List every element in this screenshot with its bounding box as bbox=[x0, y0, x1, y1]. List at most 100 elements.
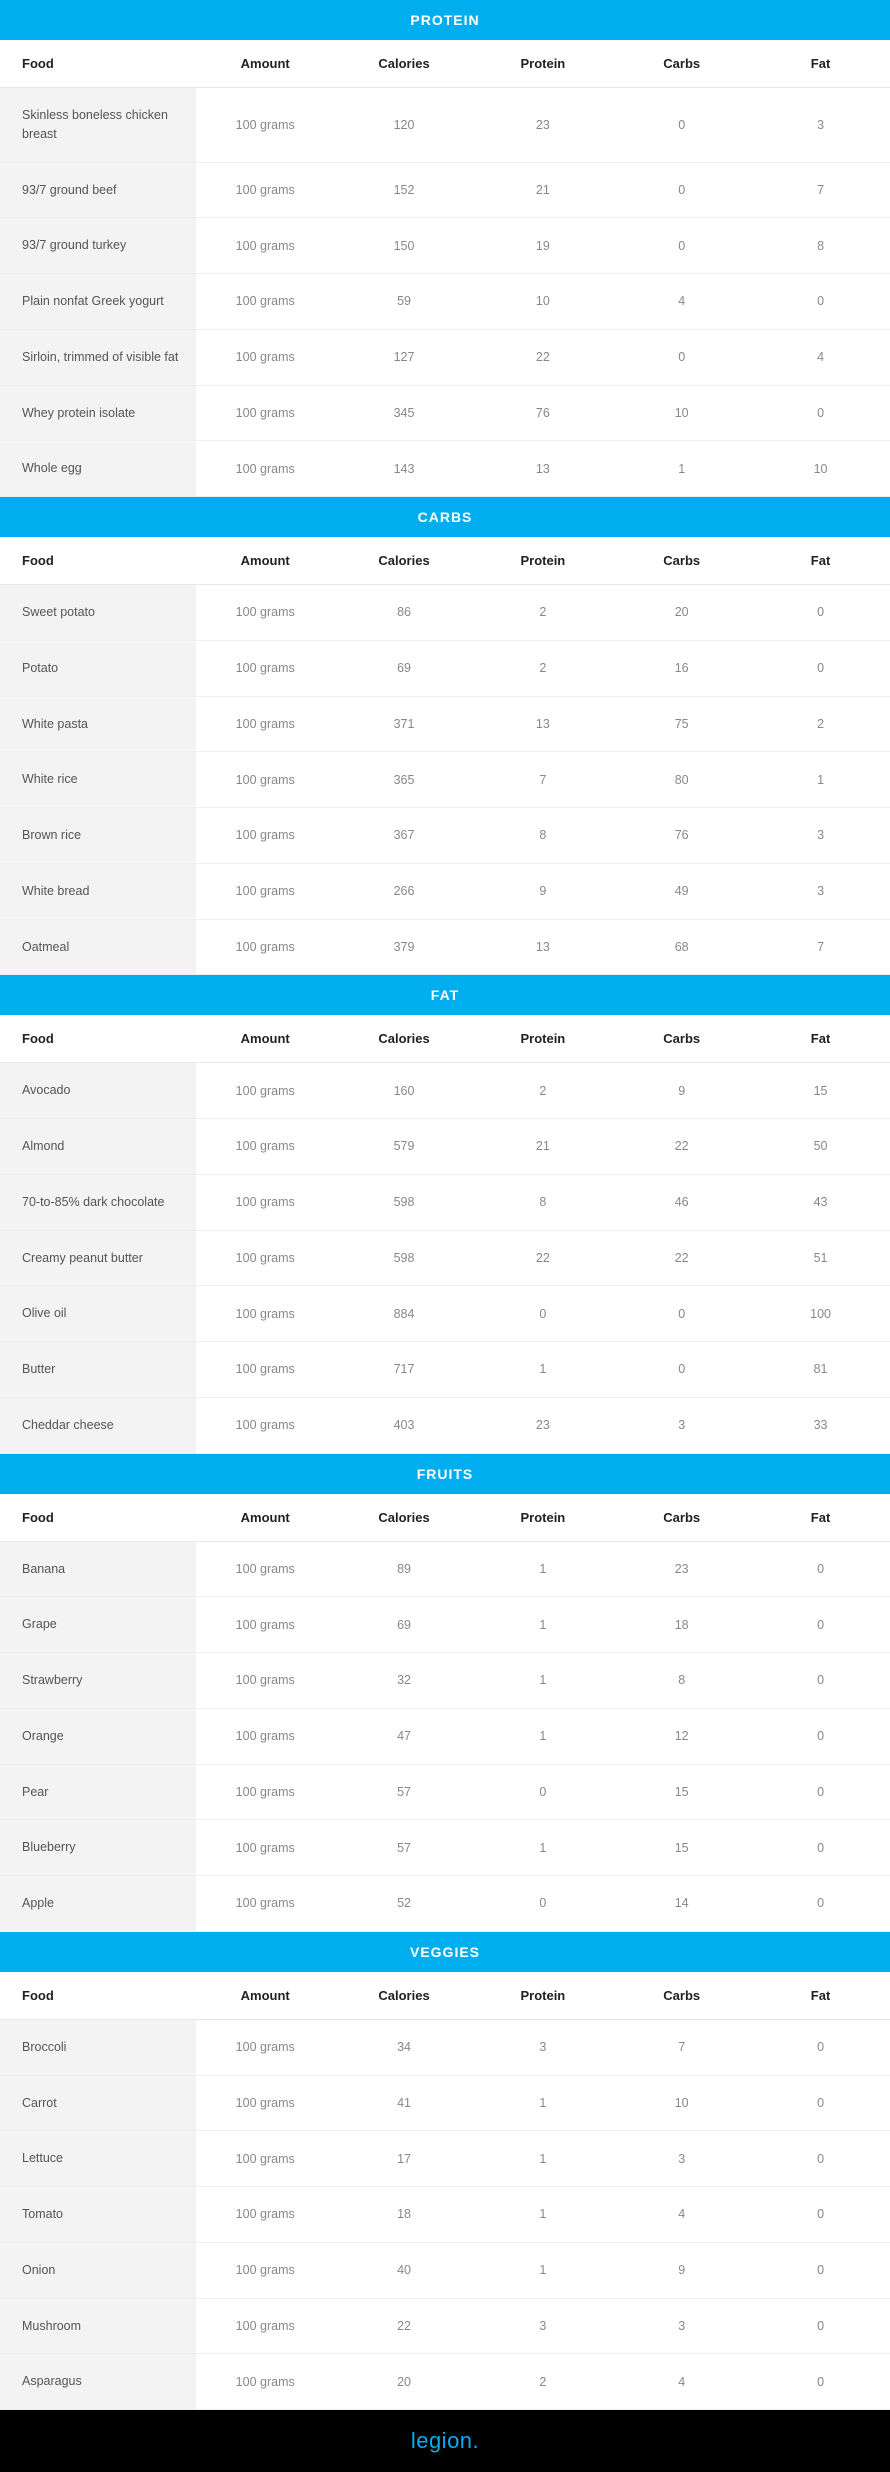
section-header: VEGGIES bbox=[0, 1932, 890, 1972]
value-cell: 50 bbox=[751, 1119, 890, 1175]
value-cell: 2 bbox=[473, 585, 612, 641]
value-cell: 0 bbox=[751, 2298, 890, 2354]
value-cell: 69 bbox=[335, 640, 474, 696]
table-row: White pasta100 grams37113752 bbox=[0, 696, 890, 752]
food-cell: 93/7 ground turkey bbox=[0, 218, 196, 274]
nutrition-table: FoodAmountCaloriesProteinCarbsFatBanana1… bbox=[0, 1494, 890, 1932]
table-row: Tomato100 grams18140 bbox=[0, 2187, 890, 2243]
value-cell: 1 bbox=[473, 1541, 612, 1597]
column-header: Protein bbox=[473, 1015, 612, 1063]
value-cell: 8 bbox=[473, 1174, 612, 1230]
column-header: Food bbox=[0, 537, 196, 585]
food-cell: Skinless boneless chicken breast bbox=[0, 88, 196, 163]
value-cell: 7 bbox=[473, 752, 612, 808]
value-cell: 100 grams bbox=[196, 88, 335, 163]
value-cell: 1 bbox=[473, 2242, 612, 2298]
table-row: Banana100 grams891230 bbox=[0, 1541, 890, 1597]
footer-brand: legion bbox=[411, 2428, 473, 2453]
value-cell: 0 bbox=[612, 1342, 751, 1398]
value-cell: 14 bbox=[612, 1876, 751, 1932]
value-cell: 75 bbox=[612, 696, 751, 752]
value-cell: 598 bbox=[335, 1174, 474, 1230]
value-cell: 8 bbox=[612, 1653, 751, 1709]
table-row: Sweet potato100 grams862200 bbox=[0, 585, 890, 641]
value-cell: 4 bbox=[612, 2354, 751, 2410]
value-cell: 23 bbox=[473, 1397, 612, 1453]
value-cell: 3 bbox=[751, 88, 890, 163]
value-cell: 0 bbox=[751, 1653, 890, 1709]
nutrition-table: FoodAmountCaloriesProteinCarbsFatAvocado… bbox=[0, 1015, 890, 1453]
table-row: Whey protein isolate100 grams34576100 bbox=[0, 385, 890, 441]
column-header: Carbs bbox=[612, 1972, 751, 2020]
value-cell: 100 grams bbox=[196, 1286, 335, 1342]
value-cell: 4 bbox=[751, 329, 890, 385]
value-cell: 41 bbox=[335, 2075, 474, 2131]
column-header: Protein bbox=[473, 1494, 612, 1542]
value-cell: 18 bbox=[335, 2187, 474, 2243]
food-cell: 70-to-85% dark chocolate bbox=[0, 1174, 196, 1230]
column-header: Protein bbox=[473, 1972, 612, 2020]
table-row: Potato100 grams692160 bbox=[0, 640, 890, 696]
food-cell: Tomato bbox=[0, 2187, 196, 2243]
footer-dot: . bbox=[473, 2428, 480, 2453]
value-cell: 21 bbox=[473, 1119, 612, 1175]
value-cell: 0 bbox=[751, 1764, 890, 1820]
value-cell: 100 grams bbox=[196, 218, 335, 274]
table-row: Orange100 grams471120 bbox=[0, 1708, 890, 1764]
column-header: Amount bbox=[196, 40, 335, 88]
value-cell: 100 grams bbox=[196, 1063, 335, 1119]
value-cell: 100 grams bbox=[196, 919, 335, 975]
value-cell: 4 bbox=[612, 2187, 751, 2243]
table-row: 93/7 ground turkey100 grams1501908 bbox=[0, 218, 890, 274]
value-cell: 1 bbox=[612, 441, 751, 497]
food-cell: Sweet potato bbox=[0, 585, 196, 641]
food-cell: Whole egg bbox=[0, 441, 196, 497]
food-cell: Mushroom bbox=[0, 2298, 196, 2354]
column-header: Food bbox=[0, 1972, 196, 2020]
value-cell: 86 bbox=[335, 585, 474, 641]
value-cell: 100 grams bbox=[196, 329, 335, 385]
value-cell: 23 bbox=[473, 88, 612, 163]
value-cell: 1 bbox=[473, 2131, 612, 2187]
food-cell: Asparagus bbox=[0, 2354, 196, 2410]
column-header: Fat bbox=[751, 1494, 890, 1542]
table-row: White bread100 grams2669493 bbox=[0, 863, 890, 919]
food-cell: Onion bbox=[0, 2242, 196, 2298]
value-cell: 0 bbox=[612, 88, 751, 163]
value-cell: 22 bbox=[612, 1119, 751, 1175]
value-cell: 3 bbox=[612, 2131, 751, 2187]
value-cell: 13 bbox=[473, 441, 612, 497]
table-row: Avocado100 grams1602915 bbox=[0, 1063, 890, 1119]
table-row: Brown rice100 grams3678763 bbox=[0, 808, 890, 864]
value-cell: 120 bbox=[335, 88, 474, 163]
value-cell: 0 bbox=[612, 329, 751, 385]
food-cell: Carrot bbox=[0, 2075, 196, 2131]
table-row: Olive oil100 grams88400100 bbox=[0, 1286, 890, 1342]
value-cell: 100 grams bbox=[196, 808, 335, 864]
value-cell: 47 bbox=[335, 1708, 474, 1764]
food-cell: Butter bbox=[0, 1342, 196, 1398]
value-cell: 100 grams bbox=[196, 696, 335, 752]
value-cell: 22 bbox=[612, 1230, 751, 1286]
food-cell: Olive oil bbox=[0, 1286, 196, 1342]
column-header: Carbs bbox=[612, 40, 751, 88]
food-cell: Sirloin, trimmed of visible fat bbox=[0, 329, 196, 385]
value-cell: 0 bbox=[612, 162, 751, 218]
table-row: Creamy peanut butter100 grams598222251 bbox=[0, 1230, 890, 1286]
value-cell: 1 bbox=[473, 2075, 612, 2131]
column-header: Protein bbox=[473, 537, 612, 585]
value-cell: 43 bbox=[751, 1174, 890, 1230]
value-cell: 1 bbox=[473, 1653, 612, 1709]
value-cell: 89 bbox=[335, 1541, 474, 1597]
value-cell: 15 bbox=[751, 1063, 890, 1119]
food-cell: Pear bbox=[0, 1764, 196, 1820]
value-cell: 3 bbox=[612, 2298, 751, 2354]
value-cell: 0 bbox=[751, 1708, 890, 1764]
value-cell: 20 bbox=[612, 585, 751, 641]
food-cell: Apple bbox=[0, 1876, 196, 1932]
food-cell: White pasta bbox=[0, 696, 196, 752]
value-cell: 0 bbox=[751, 274, 890, 330]
value-cell: 127 bbox=[335, 329, 474, 385]
value-cell: 40 bbox=[335, 2242, 474, 2298]
table-row: Oatmeal100 grams37913687 bbox=[0, 919, 890, 975]
